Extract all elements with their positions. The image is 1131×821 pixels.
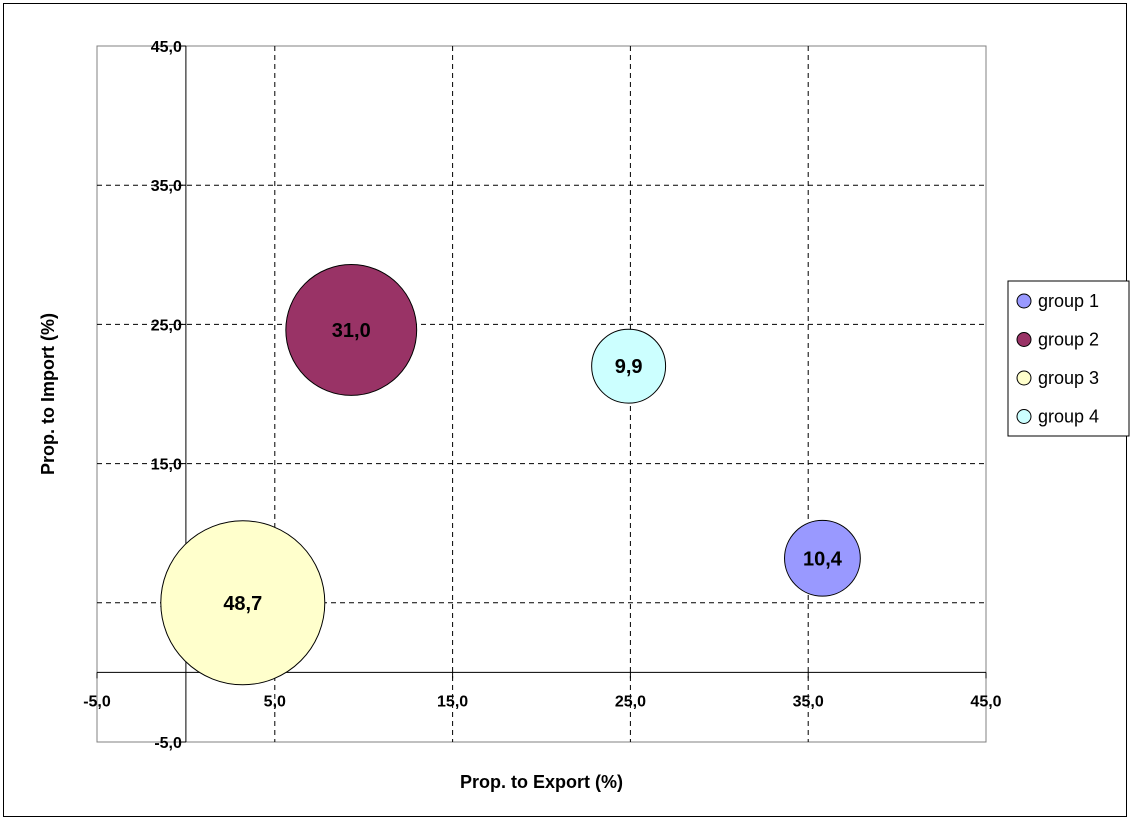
bubbles: 10,4 31,0 48,7 9,9 <box>160 264 861 686</box>
y-tick-label: 15,0 <box>151 457 182 474</box>
x-tick-labels: -5,0 5,0 15,0 25,0 35,0 45,0 <box>83 693 1001 710</box>
y-tick-label: 35,0 <box>151 178 182 195</box>
legend-marker <box>1016 370 1032 386</box>
legend-entry: group 2 <box>1038 330 1099 350</box>
bubble-group-2 <box>285 264 418 396</box>
legend-entry: group 3 <box>1038 368 1099 388</box>
x-tick-label: 25,0 <box>615 693 646 710</box>
y-tick-label: 25,0 <box>151 317 182 334</box>
y-axis-title: Prop. to Import (%) <box>38 313 58 475</box>
bubble-label: 48,7 <box>223 593 262 615</box>
x-tick-label: 15,0 <box>437 693 468 710</box>
legend-marker <box>1016 409 1032 424</box>
x-tick-label: 5,0 <box>264 693 286 710</box>
x-axis-title: Prop. to Export (%) <box>460 772 623 792</box>
x-tick-label: -5,0 <box>83 693 111 710</box>
legend-entry: group 4 <box>1038 407 1099 427</box>
x-tick-label: 35,0 <box>793 693 824 710</box>
bubble-group-4 <box>591 328 667 404</box>
y-tick-label: 45,0 <box>151 39 182 56</box>
legend-marker <box>1016 332 1032 347</box>
bubble-label: 10,4 <box>803 548 843 570</box>
y-tick-label: -5,0 <box>154 735 182 752</box>
x-tick-label: 45,0 <box>970 693 1001 710</box>
legend-marker <box>1016 293 1032 309</box>
legend-entry: group 1 <box>1038 291 1099 311</box>
bubble-label: 9,9 <box>615 356 643 378</box>
bubble-group-1 <box>784 519 861 597</box>
legend: group 1 group 2 group 3 group 4 <box>1007 280 1130 437</box>
bubble-label: 31,0 <box>332 320 371 342</box>
bubble-group-3 <box>160 520 326 686</box>
